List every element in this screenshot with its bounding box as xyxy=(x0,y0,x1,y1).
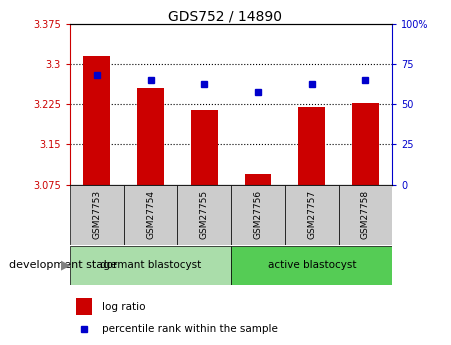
Text: percentile rank within the sample: percentile rank within the sample xyxy=(102,325,278,334)
Bar xyxy=(83,56,110,185)
Text: log ratio: log ratio xyxy=(102,302,146,312)
Bar xyxy=(352,103,379,185)
Bar xyxy=(70,185,124,245)
Bar xyxy=(231,246,392,285)
Text: GSM27756: GSM27756 xyxy=(253,190,262,239)
Text: development stage: development stage xyxy=(9,260,117,270)
Bar xyxy=(231,185,285,245)
Text: active blastocyst: active blastocyst xyxy=(267,260,356,270)
Text: dormant blastocyst: dormant blastocyst xyxy=(100,260,201,270)
Bar xyxy=(177,185,231,245)
Bar xyxy=(137,88,164,185)
Text: GSM27754: GSM27754 xyxy=(146,190,155,239)
Bar xyxy=(298,107,325,185)
Bar xyxy=(76,298,92,315)
Text: GDS752 / 14890: GDS752 / 14890 xyxy=(169,10,282,24)
Bar xyxy=(339,185,392,245)
Bar xyxy=(244,174,272,185)
Text: GSM27758: GSM27758 xyxy=(361,190,370,239)
Text: GSM27753: GSM27753 xyxy=(92,190,101,239)
Bar xyxy=(70,246,231,285)
Bar xyxy=(124,185,177,245)
Text: GSM27755: GSM27755 xyxy=(200,190,209,239)
Bar xyxy=(191,110,218,185)
Bar xyxy=(285,185,339,245)
Text: GSM27757: GSM27757 xyxy=(307,190,316,239)
Text: ▶: ▶ xyxy=(60,259,70,272)
